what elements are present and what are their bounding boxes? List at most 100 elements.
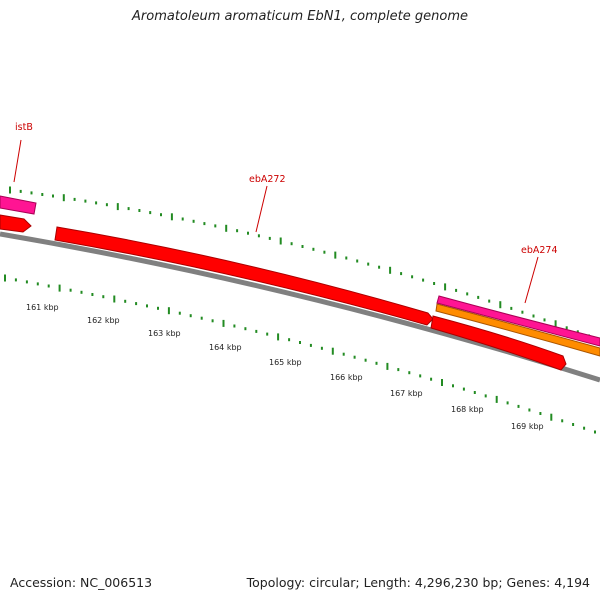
upper-track-minor-tick bbox=[95, 201, 98, 205]
lower-track-minor-tick bbox=[211, 319, 214, 323]
gene-track bbox=[0, 195, 600, 371]
upper-track-minor-tick bbox=[257, 234, 260, 238]
upper-track-minor-tick bbox=[378, 265, 381, 269]
lower-track-minor-tick bbox=[484, 394, 487, 398]
lower-track-minor-tick bbox=[572, 423, 575, 426]
accession-text: Accession: NC_006513 bbox=[10, 575, 153, 590]
upper-track-minor-tick bbox=[181, 217, 184, 221]
lower-track-minor-tick bbox=[462, 387, 465, 391]
gene-label-ebA274: ebA274 bbox=[521, 245, 558, 256]
upper-track-major-tick bbox=[279, 237, 282, 245]
map-title: Aromatoleum aromaticum EbN1, complete ge… bbox=[132, 9, 468, 24]
lower-track-minor-tick bbox=[69, 288, 72, 292]
upper-track-minor-tick bbox=[160, 213, 162, 217]
upper-track-minor-tick bbox=[466, 292, 469, 296]
lower-track-minor-tick bbox=[233, 324, 236, 328]
upper-track-minor-tick bbox=[576, 330, 579, 334]
scale-label: 169 kbp bbox=[511, 422, 544, 431]
lower-track-major-tick bbox=[386, 362, 389, 370]
upper-track-major-tick bbox=[444, 283, 447, 291]
gene-label-ebA272: ebA272 bbox=[249, 174, 286, 185]
lower-track-minor-tick bbox=[397, 368, 400, 372]
lower-track-minor-tick bbox=[146, 304, 148, 308]
gene-label-istB: istB bbox=[15, 122, 33, 133]
lower-track-minor-tick bbox=[244, 327, 247, 331]
upper-track-minor-tick bbox=[149, 211, 152, 215]
lower-track-minor-tick bbox=[364, 358, 367, 362]
upper-track-minor-tick bbox=[301, 245, 304, 248]
lower-track-minor-tick bbox=[419, 374, 422, 378]
lower-track-minor-tick bbox=[157, 306, 159, 310]
lower-track-minor-tick bbox=[561, 419, 564, 423]
upper-track-minor-tick bbox=[247, 231, 249, 235]
upper-track-minor-tick bbox=[203, 222, 206, 226]
lower-tick-track bbox=[4, 274, 596, 434]
lower-track-minor-tick bbox=[452, 384, 454, 388]
lower-track-major-tick bbox=[113, 295, 116, 303]
lower-track-minor-tick bbox=[517, 404, 520, 408]
upper-track-minor-tick bbox=[455, 288, 458, 292]
upper-track-major-tick bbox=[499, 301, 502, 309]
scale-label: 167 kbp bbox=[390, 389, 423, 398]
scale-label: 168 kbp bbox=[451, 405, 484, 414]
leader-ebA274 bbox=[524, 256, 539, 304]
lower-track-minor-tick bbox=[473, 391, 476, 394]
lower-track-minor-tick bbox=[135, 302, 138, 306]
upper-track-minor-tick bbox=[138, 209, 141, 212]
upper-track-minor-tick bbox=[477, 295, 480, 299]
upper-track-minor-tick bbox=[30, 191, 33, 195]
lower-track-minor-tick bbox=[47, 284, 50, 288]
gene-arrow bbox=[0, 195, 37, 215]
upper-track-minor-tick bbox=[312, 247, 315, 251]
lower-track-minor-tick bbox=[14, 278, 17, 282]
lower-track-major-tick bbox=[277, 333, 280, 341]
upper-track-minor-tick bbox=[532, 314, 535, 318]
lower-track-minor-tick bbox=[25, 280, 28, 284]
upper-track-minor-tick bbox=[323, 250, 326, 254]
upper-track-minor-tick bbox=[236, 229, 239, 233]
gene-arrow bbox=[430, 315, 567, 371]
scale-label: 165 kbp bbox=[269, 358, 302, 367]
upper-track-major-tick bbox=[389, 266, 392, 274]
upper-track-major-tick bbox=[554, 320, 557, 328]
upper-track-major-tick bbox=[170, 213, 173, 221]
upper-track-minor-tick bbox=[367, 262, 370, 266]
scale-label: 161 kbp bbox=[26, 303, 59, 312]
scale-label: 166 kbp bbox=[330, 373, 363, 382]
upper-track-minor-tick bbox=[41, 193, 44, 196]
lower-track-major-tick bbox=[58, 284, 61, 292]
upper-track-major-tick bbox=[9, 186, 11, 194]
upper-track-major-tick bbox=[116, 203, 119, 211]
lower-track-minor-tick bbox=[594, 430, 596, 434]
upper-track-minor-tick bbox=[543, 318, 546, 322]
lower-track-minor-tick bbox=[506, 401, 509, 405]
gene-arrow-ebA272 bbox=[54, 226, 434, 326]
gene-arrow-ebA274 bbox=[436, 295, 600, 347]
lower-track-minor-tick bbox=[178, 311, 181, 315]
lower-track-major-tick bbox=[331, 347, 334, 355]
upper-track-minor-tick bbox=[214, 224, 217, 228]
upper-track-minor-tick bbox=[411, 275, 414, 279]
lower-track-minor-tick bbox=[189, 314, 192, 318]
upper-track-minor-tick bbox=[356, 259, 359, 263]
upper-track-minor-tick bbox=[400, 272, 403, 276]
upper-track-minor-tick bbox=[433, 282, 436, 285]
lower-track-minor-tick bbox=[255, 329, 258, 333]
upper-track-minor-tick bbox=[488, 299, 491, 303]
lower-track-minor-tick bbox=[539, 412, 542, 415]
lower-track-minor-tick bbox=[430, 377, 433, 381]
upper-track-minor-tick bbox=[84, 199, 87, 203]
upper-track-minor-tick bbox=[422, 278, 425, 282]
scale-label: 163 kbp bbox=[148, 329, 181, 338]
lower-track-minor-tick bbox=[102, 295, 105, 299]
lower-track-major-tick bbox=[550, 413, 553, 421]
lower-track-minor-tick bbox=[36, 282, 39, 286]
lower-track-minor-tick bbox=[288, 338, 291, 342]
gene-label-group: istB ebA272 ebA274 bbox=[15, 122, 558, 256]
lower-track-minor-tick bbox=[583, 426, 586, 430]
upper-track-minor-tick bbox=[19, 189, 22, 193]
lower-track-minor-tick bbox=[124, 299, 127, 303]
upper-track-minor-tick bbox=[52, 194, 54, 198]
upper-track-minor-tick bbox=[105, 203, 108, 207]
lower-track-minor-tick bbox=[342, 352, 345, 356]
